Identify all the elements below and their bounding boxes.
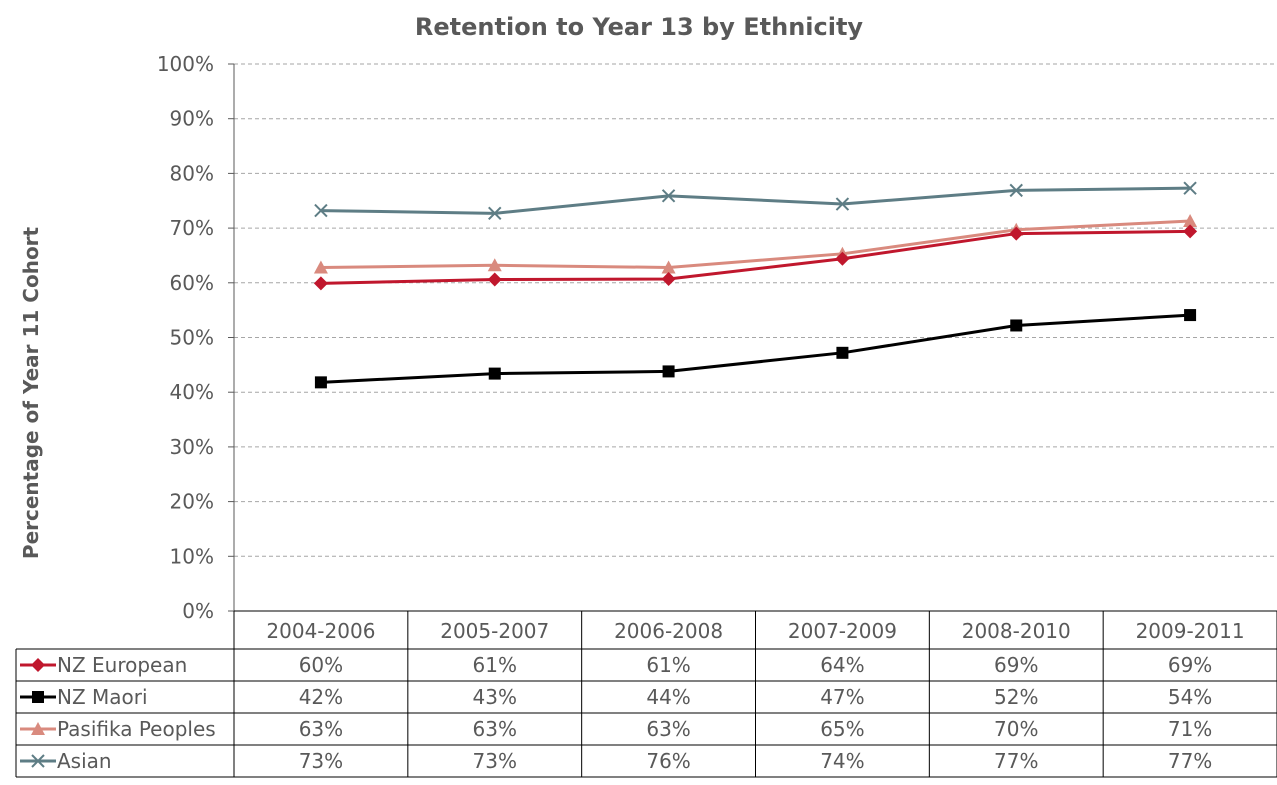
- data-label-nz-european: 64%: [820, 653, 864, 677]
- data-label-nz-maori: 47%: [820, 685, 864, 709]
- y-tick-label: 100%: [157, 52, 214, 76]
- x-tick-label: 2005-2007: [440, 619, 549, 643]
- data-point-nz-european: [835, 251, 850, 266]
- data-point-pasifika-peoples: [487, 258, 502, 272]
- data-label-nz-maori: 44%: [646, 685, 690, 709]
- legend-label-asian: Asian: [57, 749, 112, 773]
- data-point-pasifika-peoples: [1183, 213, 1198, 227]
- series-line-pasifika-peoples: [320, 219, 1191, 269]
- data-label-nz-maori: 42%: [299, 685, 343, 709]
- data-point-asian: [314, 203, 328, 218]
- marker-stroke: [31, 754, 45, 768]
- data-label-pasifika-peoples: 71%: [1168, 717, 1212, 741]
- marker-stroke: [661, 189, 676, 203]
- y-tick-label: 10%: [170, 544, 214, 568]
- data-label-asian: 74%: [820, 749, 864, 773]
- data-label-nz-european: 60%: [299, 653, 343, 677]
- legend-label-nz-maori: NZ Maori: [57, 685, 148, 709]
- legend-marker-nz-european: [31, 658, 45, 672]
- y-axis-label: Percentage of Year 11 Cohort: [19, 226, 43, 559]
- marker-stroke: [488, 206, 502, 221]
- legend-label-nz-european: NZ European: [57, 653, 187, 677]
- chart-title: Retention to Year 13 by Ethnicity: [415, 13, 864, 41]
- series-line-nz-european: [320, 229, 1191, 285]
- data-point-nz-european: [487, 272, 502, 287]
- data-label-asian: 77%: [1168, 749, 1212, 773]
- data-label-asian: 73%: [299, 749, 343, 773]
- data-label-nz-european: 69%: [994, 653, 1038, 677]
- marker-stroke: [314, 203, 328, 218]
- data-point-asian: [1009, 183, 1023, 198]
- data-label-pasifika-peoples: 63%: [646, 717, 690, 741]
- data-label-pasifika-peoples: 65%: [820, 717, 864, 741]
- data-label-pasifika-peoples: 63%: [473, 717, 517, 741]
- data-label-asian: 76%: [646, 749, 690, 773]
- data-label-asian: 73%: [473, 749, 517, 773]
- data-point-nz-maori: [488, 367, 501, 380]
- data-point-nz-maori: [1010, 319, 1023, 332]
- data-point-nz-maori: [1184, 309, 1197, 322]
- data-point-nz-maori: [662, 365, 675, 378]
- y-tick-label: 70%: [170, 216, 214, 240]
- y-tick-label: 0%: [182, 599, 214, 623]
- data-label-nz-european: 61%: [646, 653, 690, 677]
- y-tick-label: 60%: [170, 271, 214, 295]
- y-tick-label: 80%: [170, 161, 214, 185]
- data-label-nz-maori: 52%: [994, 685, 1038, 709]
- marker-stroke: [835, 197, 850, 211]
- data-label-pasifika-peoples: 70%: [994, 717, 1038, 741]
- data-point-pasifika-peoples: [661, 260, 676, 274]
- data-label-asian: 77%: [994, 749, 1038, 773]
- series-line-asian: [320, 186, 1191, 215]
- x-tick-label: 2008-2010: [962, 619, 1071, 643]
- y-tick-label: 30%: [170, 435, 214, 459]
- x-tick-label: 2006-2008: [614, 619, 723, 643]
- data-point-nz-european: [1009, 226, 1024, 241]
- data-point-nz-maori: [836, 346, 849, 359]
- x-tick-label: 2009-2011: [1136, 619, 1245, 643]
- legend-marker-asian: [31, 754, 45, 768]
- data-label-nz-european: 69%: [1168, 653, 1212, 677]
- series-line-nz-maori: [320, 313, 1191, 384]
- data-label-nz-maori: 54%: [1168, 685, 1212, 709]
- data-label-nz-maori: 43%: [473, 685, 517, 709]
- x-tick-label: 2007-2009: [788, 619, 897, 643]
- data-point-nz-maori: [314, 376, 327, 389]
- data-point-nz-european: [661, 271, 676, 286]
- legend-marker-nz-maori: [32, 691, 44, 703]
- y-tick-label: 50%: [170, 326, 214, 350]
- x-tick-label: 2004-2006: [266, 619, 375, 643]
- marker-stroke: [1009, 183, 1023, 198]
- y-tick-label: 20%: [170, 490, 214, 514]
- data-label-pasifika-peoples: 63%: [299, 717, 343, 741]
- data-point-asian: [488, 206, 502, 221]
- data-label-nz-european: 61%: [473, 653, 517, 677]
- y-tick-label: 40%: [170, 380, 214, 404]
- y-tick-label: 90%: [170, 107, 214, 131]
- data-point-asian: [661, 189, 676, 203]
- legend-label-pasifika-peoples: Pasifika Peoples: [57, 717, 216, 741]
- data-point-asian: [835, 197, 850, 211]
- legend-marker-pasifika-peoples: [31, 722, 45, 735]
- data-point-nz-european: [1183, 224, 1198, 239]
- data-point-nz-european: [313, 276, 328, 291]
- data-point-pasifika-peoples: [313, 260, 328, 274]
- marker-stroke: [1183, 181, 1197, 195]
- data-point-asian: [1183, 181, 1197, 195]
